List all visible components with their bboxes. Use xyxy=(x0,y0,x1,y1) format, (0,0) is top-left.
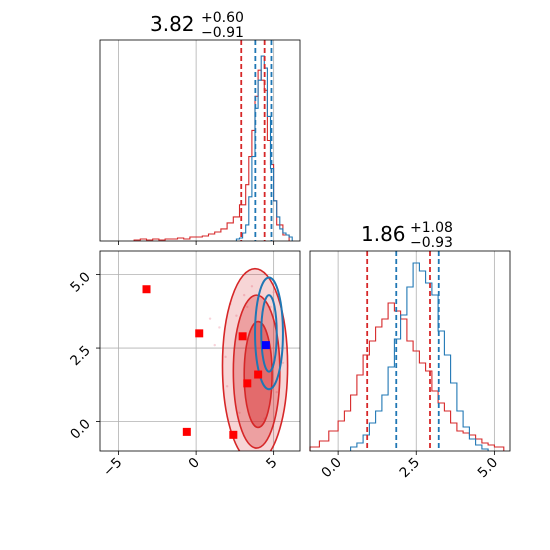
joint-plot-area xyxy=(142,267,289,451)
joint-sample-dot xyxy=(225,385,229,388)
marginal-y-xtick-label-1: 2.5 xyxy=(397,455,424,482)
marginal-y-plot-area: 0.0 2.5 5.0 xyxy=(309,250,511,482)
joint-sample-dot xyxy=(281,361,285,364)
joint-panel: −5 0 5 0.0 2.5 5.0 xyxy=(67,250,301,480)
joint-sample-dot xyxy=(224,355,227,359)
joint-sample-dot xyxy=(272,290,275,294)
marginal-x-title-plus: +0.60 xyxy=(201,10,244,26)
joint-red-marker-2 xyxy=(182,427,191,436)
joint-sample-dot xyxy=(275,390,278,394)
marginal-x-background xyxy=(100,40,300,241)
joint-red-marker-5 xyxy=(238,332,247,341)
marginal-y-histogram-series-1 xyxy=(350,262,489,451)
joint-sample-dot xyxy=(213,343,216,347)
joint-ytick-label-2: 5.0 xyxy=(67,269,94,296)
marginal-x-histogram-series-0 xyxy=(133,69,290,241)
marginal-x-frame xyxy=(99,39,301,242)
marginal-y-title-plus: +1.08 xyxy=(410,220,453,236)
joint-blue-marker-0 xyxy=(261,341,270,350)
joint-red-marker-0 xyxy=(142,285,151,294)
marginal-y-xtick-label-0: 0.0 xyxy=(318,455,345,482)
joint-frame xyxy=(99,250,301,452)
joint-red-marker-6 xyxy=(243,379,252,388)
joint-ytick-label-1: 2.5 xyxy=(67,343,94,370)
marginal-y-panel: 0.0 2.5 5.0 1.86 +1.08 −0.93 xyxy=(309,220,511,482)
joint-ytick-label-0: 0.0 xyxy=(67,416,94,443)
joint-red-marker-3 xyxy=(229,430,238,439)
joint-sample-dot xyxy=(242,293,246,297)
marginal-x-title-minus: −0.91 xyxy=(201,25,244,41)
joint-sample-dot xyxy=(238,411,241,414)
joint-red-marker-7 xyxy=(254,370,263,379)
marginal-x-plot-area xyxy=(99,39,301,245)
joint-sample-dot xyxy=(246,305,249,309)
marginal-x-histogram-series-1 xyxy=(235,55,293,241)
joint-xtick-label-0: −5 xyxy=(100,455,125,480)
joint-blue-contour-1 xyxy=(260,294,278,373)
marginal-y-background xyxy=(310,251,510,451)
joint-blue-contour-0 xyxy=(254,276,284,391)
marginal-x-title: 3.82 xyxy=(150,12,195,36)
marginal-y-frame xyxy=(309,250,511,452)
marginal-x-title-value: 3.82 xyxy=(150,12,195,36)
joint-red-marker-1 xyxy=(195,329,204,338)
joint-sample-dot xyxy=(208,317,212,320)
joint-sample-dot xyxy=(218,326,221,329)
marginal-x-panel: 3.82 +0.60 −0.91 xyxy=(99,10,301,245)
marginal-y-title-value: 1.86 xyxy=(361,222,406,246)
joint-xtick-label-1: 0 xyxy=(186,455,203,472)
marginal-y-xtick-label-2: 5.0 xyxy=(475,455,502,482)
joint-sample-dot xyxy=(250,285,254,288)
marginal-y-histogram-series-0 xyxy=(309,302,505,451)
joint-xtick-label-2: 5 xyxy=(263,455,280,472)
joint-sample-dot xyxy=(235,314,238,317)
marginal-y-title-minus: −0.93 xyxy=(410,235,453,251)
